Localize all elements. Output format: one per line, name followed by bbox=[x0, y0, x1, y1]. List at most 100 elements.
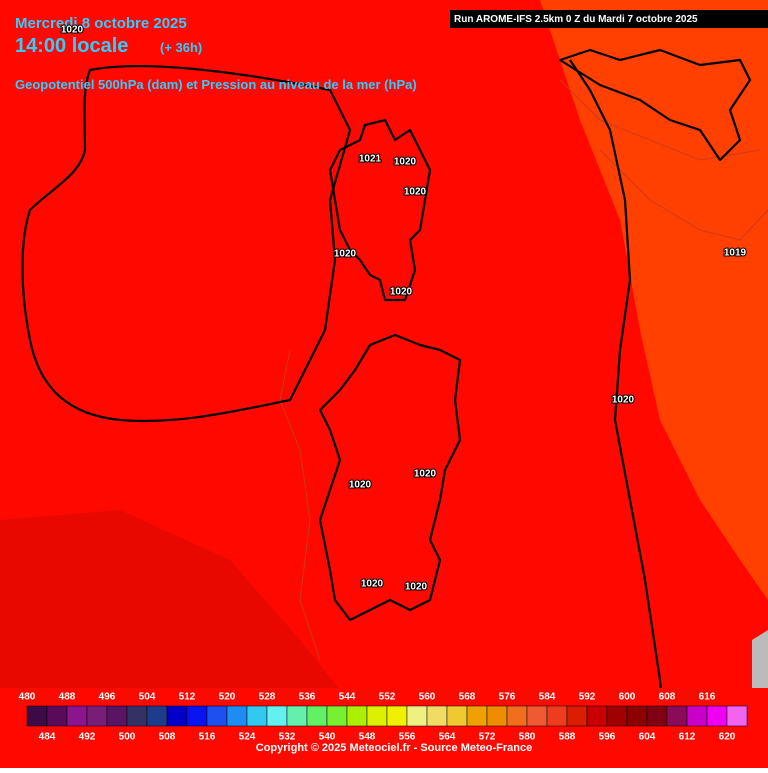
colorbar-swatch bbox=[206, 705, 228, 727]
colorbar-label: 548 bbox=[359, 732, 376, 743]
colorbar-swatch bbox=[706, 705, 728, 727]
colorbar-label: 556 bbox=[399, 732, 416, 743]
colorbar-swatch bbox=[286, 705, 308, 727]
colorbar-label: 552 bbox=[379, 692, 396, 703]
colorbar-label: 608 bbox=[659, 692, 676, 703]
colorbar-label: 508 bbox=[159, 732, 176, 743]
colorbar-label: 568 bbox=[459, 692, 476, 703]
colorbar-label: 532 bbox=[279, 732, 296, 743]
isobar-label: 1020 bbox=[612, 395, 635, 406]
colorbar-swatch bbox=[646, 705, 668, 727]
colorbar-swatch bbox=[226, 705, 248, 727]
colorbar-label: 588 bbox=[559, 732, 576, 743]
isobar-labels: 1020 1021 1020 1020 1020 1020 1019 1020 1020 1020… bbox=[60, 24, 748, 594]
isobar-label: 1020 bbox=[349, 480, 372, 491]
field-title: Geopotentiel 500hPa (dam) et Pression au… bbox=[15, 77, 417, 92]
date: Mercredi 8 octobre 2025 bbox=[15, 15, 187, 32]
header: Mercredi 8 octobre 2025 14:00 locale (+ … bbox=[15, 10, 768, 92]
copyright: Copyright © 2025 Meteociel.fr - Source M… bbox=[256, 742, 532, 754]
colorbar-label: 484 bbox=[39, 732, 56, 743]
colorbar-label: 604 bbox=[639, 732, 656, 743]
isobar-label: 1020 bbox=[404, 187, 427, 198]
colorbar-label: 528 bbox=[259, 692, 276, 703]
colorbar-swatch bbox=[26, 705, 48, 727]
colorbar-swatch bbox=[426, 705, 448, 727]
colorbar-label: 536 bbox=[299, 692, 316, 703]
colorbar-swatch bbox=[726, 705, 748, 727]
isobar-label: 1020 bbox=[61, 25, 84, 36]
colorbar-label: 572 bbox=[479, 732, 496, 743]
isobar-label: 1020 bbox=[414, 469, 437, 480]
colorbar-swatch bbox=[46, 705, 68, 727]
colorbar-label: 524 bbox=[239, 732, 256, 743]
colorbar-swatch bbox=[466, 705, 488, 727]
colorbar-label: 512 bbox=[179, 692, 196, 703]
colorbar-label: 492 bbox=[79, 732, 96, 743]
colorbar-swatch bbox=[106, 705, 128, 727]
colorbar-swatch bbox=[526, 705, 548, 727]
colorbar-swatch bbox=[686, 705, 708, 727]
run-info: Run AROME-IFS 2.5km 0 Z du Mardi 7 octob… bbox=[454, 14, 698, 25]
colorbar-label: 620 bbox=[719, 732, 736, 743]
colorbar-label: 488 bbox=[59, 692, 76, 703]
isobar-label: 1020 bbox=[334, 249, 357, 260]
isobar-label: 1020 bbox=[361, 579, 384, 590]
isobar-label: 1019 bbox=[724, 248, 747, 259]
legend-background bbox=[0, 688, 768, 768]
isobars-coast bbox=[21, 48, 752, 769]
colorbar-swatch bbox=[66, 705, 88, 727]
colorbar-swatch bbox=[166, 705, 188, 727]
colorbar-swatch bbox=[446, 705, 468, 727]
colorbar-swatch bbox=[366, 705, 388, 727]
colorbar-label: 592 bbox=[579, 692, 596, 703]
colorbar-label: 540 bbox=[319, 732, 336, 743]
colorbar-label: 504 bbox=[139, 692, 156, 703]
time: 14:00 locale bbox=[15, 35, 128, 57]
colorbar-label: 516 bbox=[199, 732, 216, 743]
colorbar-label: 560 bbox=[419, 692, 436, 703]
colorbar-swatch bbox=[666, 705, 688, 727]
colorbar-label: 520 bbox=[219, 692, 236, 703]
colorbar-label: 480 bbox=[19, 692, 36, 703]
colorbar-label: 576 bbox=[499, 692, 516, 703]
colorbar-swatch bbox=[146, 705, 168, 727]
field-zone-low bbox=[0, 510, 340, 690]
isobar-label: 1020 bbox=[394, 157, 417, 168]
lead-time: (+ 36h) bbox=[160, 40, 202, 55]
colorbar-swatch bbox=[346, 705, 368, 727]
colorbar-swatch bbox=[566, 705, 588, 727]
colorbar-swatch bbox=[126, 705, 148, 727]
colorbar-label: 596 bbox=[599, 732, 616, 743]
colorbar-label: 616 bbox=[699, 692, 716, 703]
isobar-label: 1021 bbox=[359, 154, 382, 165]
colorbar-swatch bbox=[586, 705, 608, 727]
colorbar-swatch bbox=[266, 705, 288, 727]
colorbar-swatch bbox=[406, 705, 428, 727]
field-zone-high bbox=[540, 0, 768, 600]
colorbar-swatch bbox=[326, 705, 348, 727]
isobar-label: 1020 bbox=[390, 287, 413, 298]
isobar-label: 1020 bbox=[405, 582, 428, 593]
colorbar-swatch bbox=[546, 705, 568, 727]
colorbar-swatch bbox=[86, 705, 108, 727]
colorbar-label: 496 bbox=[99, 692, 116, 703]
colorbar-swatch bbox=[186, 705, 208, 727]
borders bbox=[279, 79, 768, 661]
colorbar-swatch bbox=[606, 705, 628, 727]
colorbar-label: 584 bbox=[539, 692, 556, 703]
colorbar-swatch bbox=[486, 705, 508, 727]
colorbar: 480 488 496 504 512 520 528 536 544 552 560 568 576 5… bbox=[19, 692, 748, 743]
run-box bbox=[450, 10, 768, 28]
colorbar-swatch bbox=[506, 705, 528, 727]
colorbar-label: 580 bbox=[519, 732, 536, 743]
colorbar-swatch bbox=[626, 705, 648, 727]
colorbar-label: 564 bbox=[439, 732, 456, 743]
colorbar-label: 544 bbox=[339, 692, 356, 703]
colorbar-swatch bbox=[386, 705, 408, 727]
colorbar-swatch bbox=[246, 705, 268, 727]
colorbar-label: 500 bbox=[119, 732, 136, 743]
colorbar-label: 612 bbox=[679, 732, 696, 743]
colorbar-label: 600 bbox=[619, 692, 636, 703]
colorbar-swatch bbox=[306, 705, 328, 727]
